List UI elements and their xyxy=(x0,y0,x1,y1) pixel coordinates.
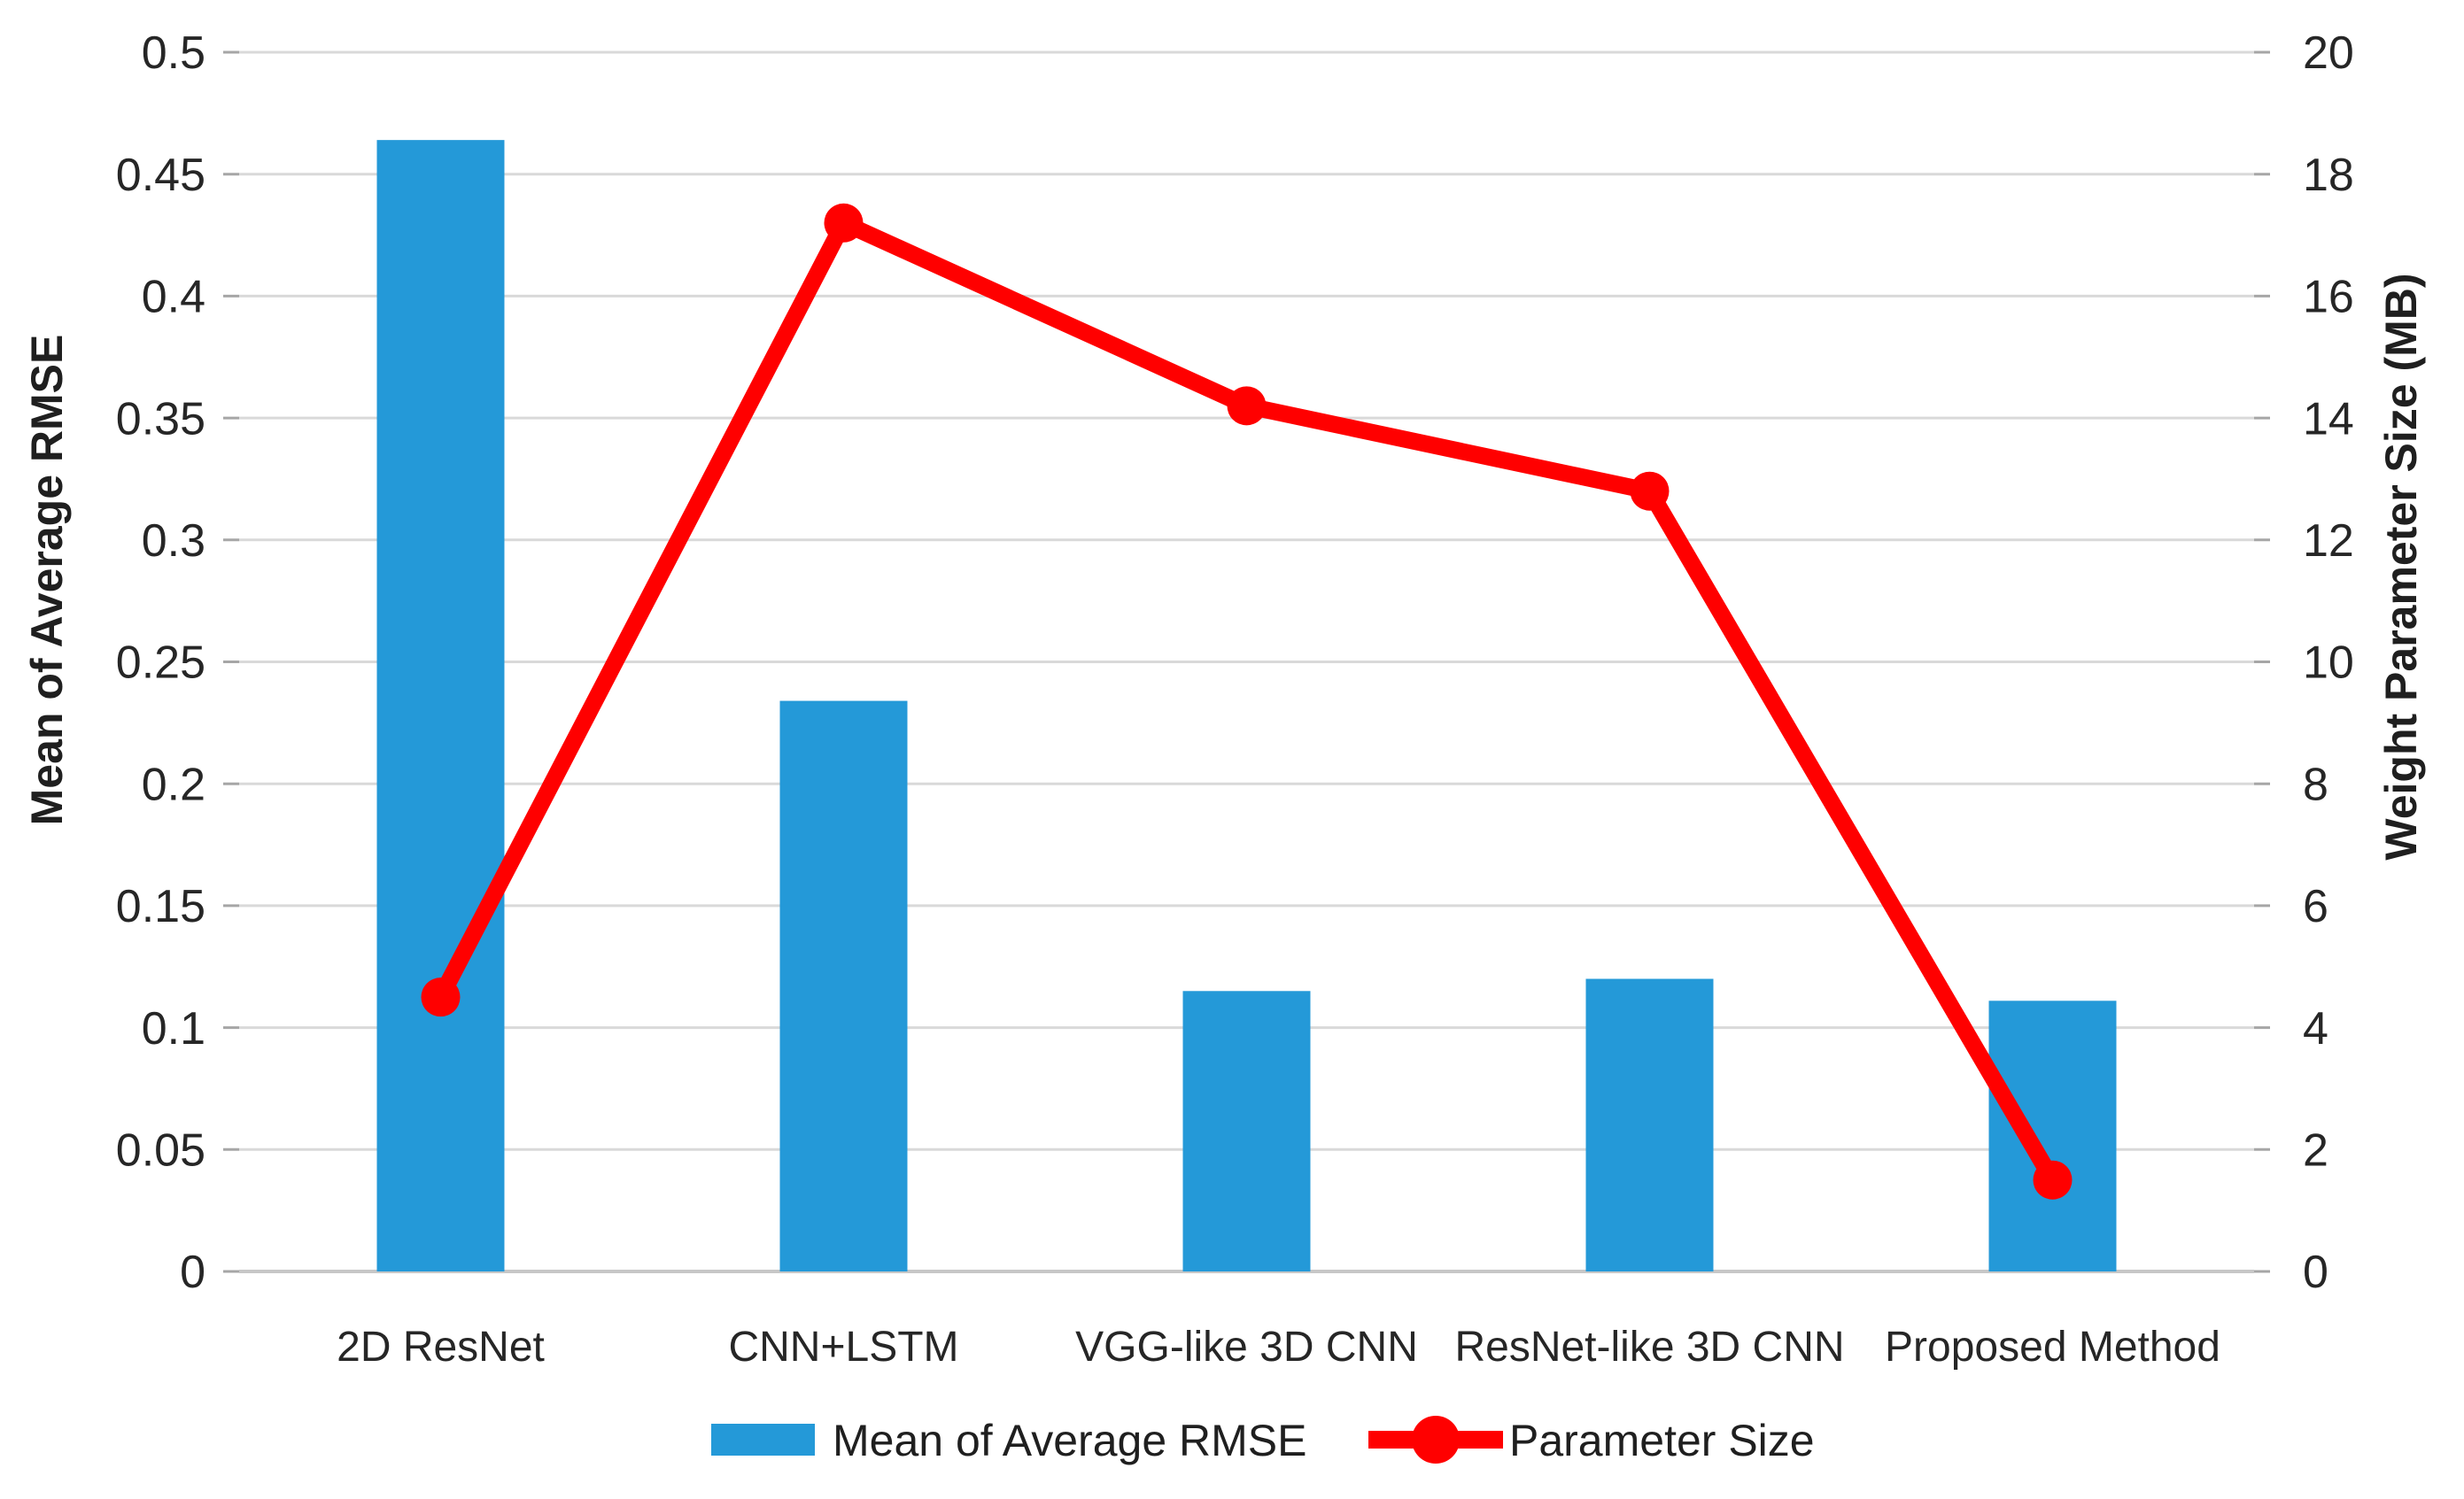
left-axis-tick-label: 0.45 xyxy=(116,150,205,201)
left-axis-tick-label: 0.05 xyxy=(116,1125,205,1177)
legend-line-label: Parameter Size xyxy=(1509,1416,1815,1465)
bar-resnet-like-3d-cnn xyxy=(1585,978,1714,1271)
legend-bar-swatch-icon xyxy=(711,1424,815,1456)
x-label-vgg-like-3d-cnn: VGG-like 3D CNN xyxy=(1075,1324,1418,1371)
x-label-resnet-like-3d-cnn: ResNet-like 3D CNN xyxy=(1454,1324,1844,1371)
left-axis-title: Mean of Average RMSE xyxy=(22,335,72,826)
left-axis-tick-label: 0.35 xyxy=(116,393,205,444)
left-axis-tick-label: 0.1 xyxy=(142,1003,205,1055)
line-point-proposed-method xyxy=(2033,1160,2073,1200)
right-axis-tick-label: 12 xyxy=(2303,515,2354,567)
left-axis-tick-labels: 0.5 0.45 0.4 0.35 0.3 0.25 0.2 0.15 0.1 0.05 0 xyxy=(116,27,205,1298)
left-axis-tick-label: 0.2 xyxy=(142,759,205,810)
right-axis-tick-label: 4 xyxy=(2303,1003,2328,1055)
right-axis-tick-label: 16 xyxy=(2303,272,2354,323)
left-axis-tick-label: 0.5 xyxy=(142,27,205,79)
left-axis-tick-label: 0 xyxy=(180,1247,205,1298)
right-axis-tick-label: 8 xyxy=(2303,759,2328,810)
left-axis-tick-label: 0.4 xyxy=(142,272,205,323)
right-axis-tick-label: 14 xyxy=(2303,393,2354,444)
legend-line-marker-icon xyxy=(1412,1416,1460,1464)
right-axis-tick-label: 18 xyxy=(2303,150,2354,201)
bar-proposed-method xyxy=(1988,1001,2117,1271)
right-axis-tick-label: 0 xyxy=(2303,1247,2328,1298)
left-axis-tick-label: 0.25 xyxy=(116,637,205,689)
x-label-cnn-lstm: CNN+LSTM xyxy=(728,1324,958,1371)
bar-2d-resnet xyxy=(376,140,505,1271)
line-series xyxy=(421,203,2073,1200)
bar-series xyxy=(376,140,2117,1271)
legend-bar-label: Mean of Average RMSE xyxy=(833,1416,1306,1465)
line-point-cnn-lstm xyxy=(824,203,864,243)
x-label-2d-resnet: 2D ResNet xyxy=(337,1324,545,1371)
left-axis-tick-label: 0.15 xyxy=(116,881,205,932)
right-axis-tick-label: 2 xyxy=(2303,1125,2328,1177)
left-axis-tick-label: 0.3 xyxy=(142,515,205,567)
right-axis-tick-label: 6 xyxy=(2303,881,2328,932)
x-axis-labels: 2D ResNet CNN+LSTM VGG-like 3D CNN ResNet-l… xyxy=(337,1324,2220,1371)
legend: Mean of Average RMSE Parameter Size xyxy=(711,1416,1815,1465)
right-axis-tick-label: 10 xyxy=(2303,637,2354,689)
line-point-vgg-like-3d-cnn xyxy=(1227,386,1267,426)
right-axis-tick-label: 20 xyxy=(2303,27,2354,79)
right-axis-title: Weight Parameter Size (MB) xyxy=(2376,273,2426,860)
axis-ticks xyxy=(223,50,2270,1273)
line-point-resnet-like-3d-cnn xyxy=(1630,471,1670,511)
bar-cnn-lstm xyxy=(779,700,908,1271)
bar-vgg-like-3d-cnn xyxy=(1182,991,1311,1271)
line-point-2d-resnet xyxy=(421,977,461,1017)
x-label-proposed-method: Proposed Method xyxy=(1885,1324,2220,1371)
